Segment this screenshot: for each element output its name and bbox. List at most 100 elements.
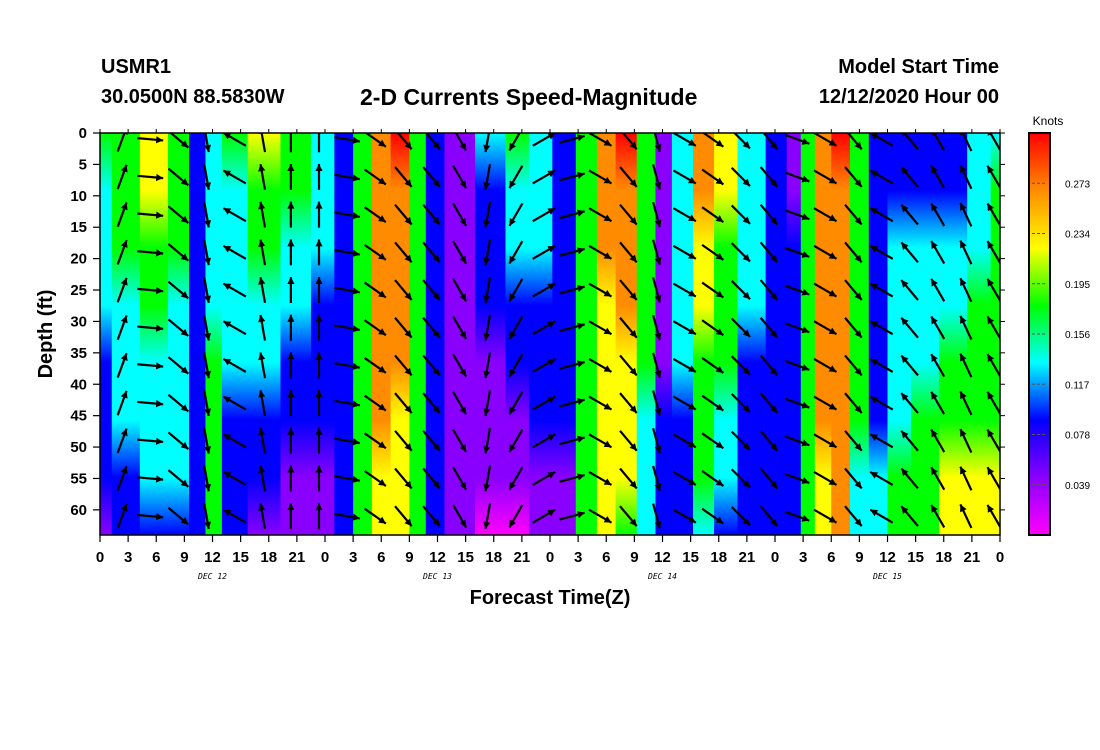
current-arrow — [869, 207, 894, 223]
current-arrow — [532, 133, 556, 147]
y-axis-title: Depth (ft) — [35, 290, 57, 379]
current-arrow — [363, 243, 387, 261]
y-tick-label: 5 — [79, 156, 87, 173]
current-arrow — [672, 169, 697, 185]
x-tick-label: 21 — [739, 549, 756, 566]
current-arrow — [869, 395, 894, 411]
current-arrow — [363, 432, 387, 450]
current-arrow — [483, 390, 492, 417]
y-tick-label: 45 — [70, 408, 87, 425]
current-arrow — [452, 278, 468, 302]
x-tick-label: 15 — [907, 549, 924, 566]
current-arrow — [167, 243, 190, 262]
current-arrow — [784, 510, 810, 522]
current-arrow — [258, 352, 267, 379]
x-tick-label: 3 — [349, 549, 357, 566]
current-arrow — [363, 168, 387, 186]
speed-band — [868, 133, 889, 535]
x-tick-label: 12 — [429, 549, 446, 566]
current-arrow — [167, 356, 190, 375]
current-arrow — [986, 391, 1000, 415]
current-arrow — [424, 133, 441, 150]
current-arrow — [287, 390, 295, 417]
current-arrow — [900, 317, 919, 339]
speed-band — [636, 133, 657, 535]
current-arrow — [116, 315, 128, 341]
current-arrow — [222, 133, 247, 147]
speed-band — [100, 133, 113, 535]
current-arrow — [422, 203, 441, 226]
current-arrow — [287, 163, 295, 190]
x-tick-label: 9 — [180, 549, 188, 566]
current-arrow — [116, 503, 128, 529]
current-arrow — [844, 317, 863, 339]
speed-band — [280, 133, 312, 535]
y-tick-label: 20 — [70, 251, 87, 268]
current-arrow — [422, 392, 441, 414]
current-arrow — [363, 206, 387, 224]
current-arrow — [363, 394, 387, 412]
current-arrow — [454, 133, 468, 152]
current-arrow — [730, 393, 751, 414]
current-arrow — [394, 317, 413, 339]
colorbar-tick-label: 0.273 — [1065, 179, 1090, 190]
current-arrow — [167, 393, 190, 413]
station-coordinates: 30.0500N 88.5830W — [101, 86, 285, 108]
current-arrow — [672, 471, 697, 486]
speed-band — [189, 133, 207, 535]
current-arrow — [784, 284, 810, 296]
current-arrow — [930, 428, 946, 453]
day-label: DEC 13 — [422, 572, 452, 581]
speed-band — [692, 133, 715, 535]
current-arrow — [315, 465, 323, 492]
current-arrow — [394, 430, 413, 452]
current-arrow — [759, 203, 779, 226]
current-arrow — [930, 315, 946, 340]
current-arrow — [900, 279, 919, 301]
current-arrow — [986, 315, 1000, 340]
current-arrow — [813, 282, 838, 298]
current-arrow — [222, 395, 247, 411]
x-axis: 0 3 6 9 12 15 18 21 0 3 6 9 12 15 18 21 0 3 6 9 12 15 18 21 0 3 6 9… — [96, 129, 1004, 581]
speed-band — [671, 133, 694, 535]
current-arrow — [222, 244, 247, 260]
current-arrow — [508, 165, 524, 189]
x-tick-label: 0 — [996, 549, 1004, 566]
current-arrow — [619, 505, 638, 527]
current-arrow — [759, 279, 779, 301]
current-arrow — [394, 203, 413, 226]
current-arrow — [730, 355, 751, 376]
current-arrow — [116, 239, 128, 265]
current-arrow — [672, 395, 697, 411]
current-arrow — [258, 314, 267, 341]
current-arrow — [619, 279, 638, 301]
x-tick-label: 18 — [935, 549, 952, 566]
current-arrow — [222, 320, 247, 336]
current-arrow — [422, 279, 441, 301]
x-tick-label: 3 — [124, 549, 132, 566]
speed-band — [786, 133, 802, 535]
current-arrow — [452, 428, 468, 453]
current-arrow — [900, 203, 919, 226]
current-arrow — [930, 466, 946, 491]
current-arrow — [869, 133, 894, 147]
current-arrow — [508, 466, 524, 491]
current-arrow — [986, 202, 1000, 227]
current-arrow — [730, 166, 751, 187]
speed-band — [139, 133, 169, 535]
current-arrow — [137, 513, 164, 521]
current-arrow — [315, 503, 323, 530]
current-arrow — [619, 317, 638, 339]
current-arrow — [869, 433, 894, 449]
current-arrow — [116, 202, 128, 228]
x-tick-label: 6 — [827, 549, 835, 566]
current-arrow — [784, 246, 810, 258]
current-arrow — [844, 467, 863, 490]
current-arrow — [959, 202, 973, 227]
current-arrow — [334, 135, 361, 144]
current-arrow — [672, 357, 697, 373]
current-arrow — [315, 239, 323, 266]
current-arrow — [222, 357, 247, 373]
current-arrow — [167, 280, 190, 300]
current-vectors — [116, 133, 1000, 530]
